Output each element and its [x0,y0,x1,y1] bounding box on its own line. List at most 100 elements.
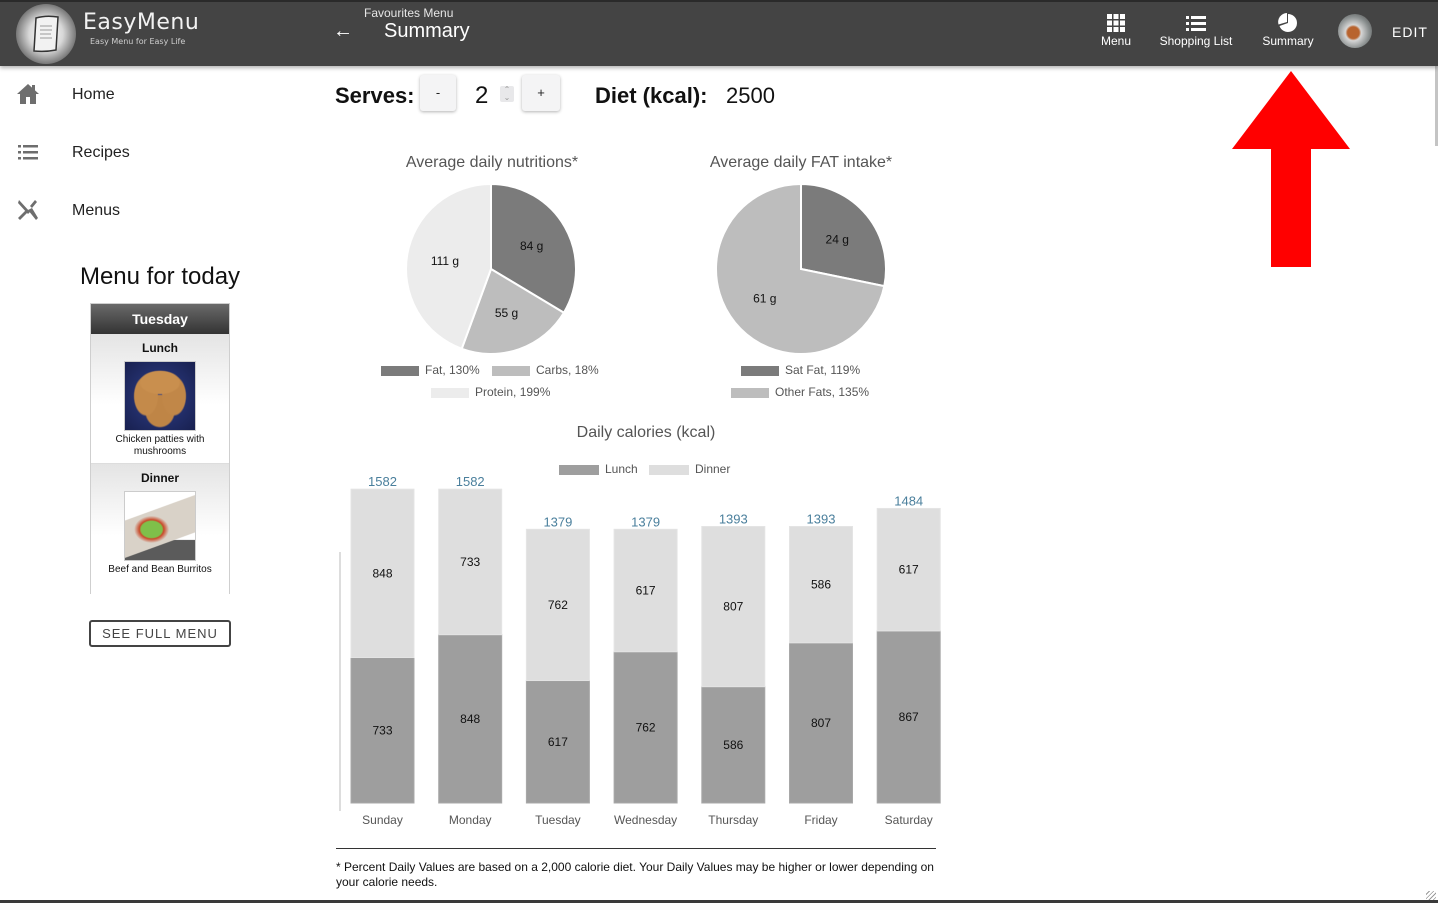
legend-item: Protein, 199% [431,385,550,399]
diet-label: Diet (kcal): [595,83,708,108]
red-arrow-annotation-icon [1232,71,1350,267]
sidebar-item-menus[interactable]: Menus [0,182,320,240]
bar-value-label: 762 [548,598,568,612]
today-menu-card[interactable]: Tuesday Lunch Chicken patties with mushr… [90,303,230,594]
bar-lunch-tuesday[interactable] [525,680,590,804]
bar-total-label: 1582 [456,474,485,489]
bar-dinner-tuesday[interactable] [525,528,590,682]
bar-lunch-thursday[interactable] [701,686,766,804]
logo[interactable] [16,4,76,64]
menu-for-today-heading: Menu for today [79,263,241,290]
grid-icon [1107,14,1125,32]
meal-dinner[interactable]: Dinner Beef and Bean Burritos [91,464,229,594]
see-full-menu-button[interactable]: SEE FULL MENU [89,620,231,647]
list-icon [18,145,38,160]
list-icon [1186,16,1206,31]
nav-menu-label: Menu [1100,34,1132,48]
meal-lunch[interactable]: Lunch Chicken patties with mushrooms [91,334,229,464]
x-tick-label: Wednesday [614,813,677,827]
x-tick-label: Sunday [362,813,403,827]
bar-value-label: 807 [723,600,743,614]
bar-dinner-thursday[interactable] [701,526,766,688]
window-bottom-border [0,900,1438,903]
pie-slice-label: 111 g [431,254,459,268]
pie-slice-label: 61 g [753,292,776,306]
bar-total-label: 1379 [631,514,660,529]
legend-item: Sat Fat, 119% [741,363,860,377]
legend-swatch [741,365,779,376]
fat-chart-title: Average daily FAT intake* [709,154,893,171]
bar-dinner-saturday[interactable] [876,507,941,632]
day-name: Tuesday [91,304,229,334]
bar-lunch-wednesday[interactable] [613,651,678,804]
scrollbar-thumb[interactable] [1435,66,1438,146]
footnote-divider [336,848,936,849]
brand-tagline: Easy Menu for Easy Life [90,37,186,46]
bar-total-label: 1393 [807,512,836,527]
bar-value-label: 733 [372,723,392,737]
bar-value-label: 733 [460,555,480,569]
bar-dinner-wednesday[interactable] [613,528,678,653]
bar-value-label: 617 [548,735,568,749]
x-tick-label: Thursday [708,813,758,827]
legend-label: Sat Fat, 119% [785,363,861,377]
back-arrow-icon[interactable]: ← [333,20,353,42]
nav-shopping-list-button[interactable]: Shopping List [1154,12,1238,48]
serves-decrement-button[interactable]: - [420,75,456,111]
nav-summary-button[interactable]: Summary [1258,12,1318,48]
sidebar-item-home[interactable]: Home [0,66,320,124]
bar-value-label: 848 [372,566,392,580]
home-icon [17,84,39,104]
legend-label: Dinner [695,462,731,476]
summary-content: Serves: - 2 ⌃ ⌄ + Diet (kcal): 2500 Avera… [320,66,1438,903]
serves-spinner[interactable]: ⌃ ⌄ [500,86,514,102]
pie-slice-other-fats[interactable] [715,183,886,355]
bar-value-label: 586 [723,738,743,752]
x-tick-label: Saturday [885,813,933,827]
pie-slice-protein[interactable] [405,183,492,351]
pie-slice-label: 55 g [495,306,518,320]
pie-chart-icon [1278,13,1297,32]
scroll-logo-icon [33,15,59,53]
bar-dinner-monday[interactable] [438,488,503,636]
user-avatar[interactable] [1338,14,1372,48]
bar-value-label: 586 [811,578,831,592]
legend-swatch [559,464,599,475]
legend-item: Other Fats, 135% [731,385,869,399]
pie-slice-carbs[interactable] [460,267,566,355]
sidebar-item-recipes[interactable]: Recipes [0,124,320,182]
page-title: Summary [384,20,470,42]
bar-value-label: 617 [636,584,656,598]
bar-lunch-friday[interactable] [789,642,853,804]
legend-label: Protein, 199% [475,385,551,399]
bar-total-label: 1582 [368,474,397,489]
meal-type: Lunch [142,341,178,355]
bar-lunch-saturday[interactable] [876,630,941,804]
legend-item: Carbs, 18% [492,363,599,377]
legend-swatch [431,387,469,398]
pie-slice-fat[interactable] [490,183,577,315]
bar-dinner-friday[interactable] [789,526,853,644]
serves-input[interactable]: 2 [475,82,489,109]
bar-dinner-sunday[interactable] [350,488,415,659]
serves-increment-button[interactable]: + [522,75,560,111]
bar-value-label: 617 [899,563,919,577]
resize-grip-icon[interactable] [1426,891,1436,901]
bar-total-label: 1484 [894,493,923,508]
breadcrumb-parent[interactable]: Favourites Menu [364,6,454,20]
lunch-image[interactable] [124,361,196,431]
legend-item: Dinner [649,462,730,476]
dinner-image[interactable] [124,491,196,561]
nutrition-pie-chart: 84 g 55 g 111 g [405,183,577,355]
meal-type: Dinner [140,471,179,485]
edit-button[interactable]: EDIT [1392,24,1428,40]
pie-slice-label: 84 g [520,239,543,253]
calories-bar-chart: 733 848 1582 Sunday 848 733 1582 Monday 617 762 13… [339,474,941,827]
diet-value[interactable]: 2500 [726,83,775,108]
bar-value-label: 807 [811,716,831,730]
x-tick-label: Tuesday [535,813,581,827]
app-header: EasyMenu Easy Menu for Easy Life ← Favou… [0,0,1438,66]
x-tick-label: Monday [449,813,492,827]
pie-slice-sat-fat[interactable] [800,183,887,288]
nav-menu-button[interactable]: Menu [1098,12,1134,48]
